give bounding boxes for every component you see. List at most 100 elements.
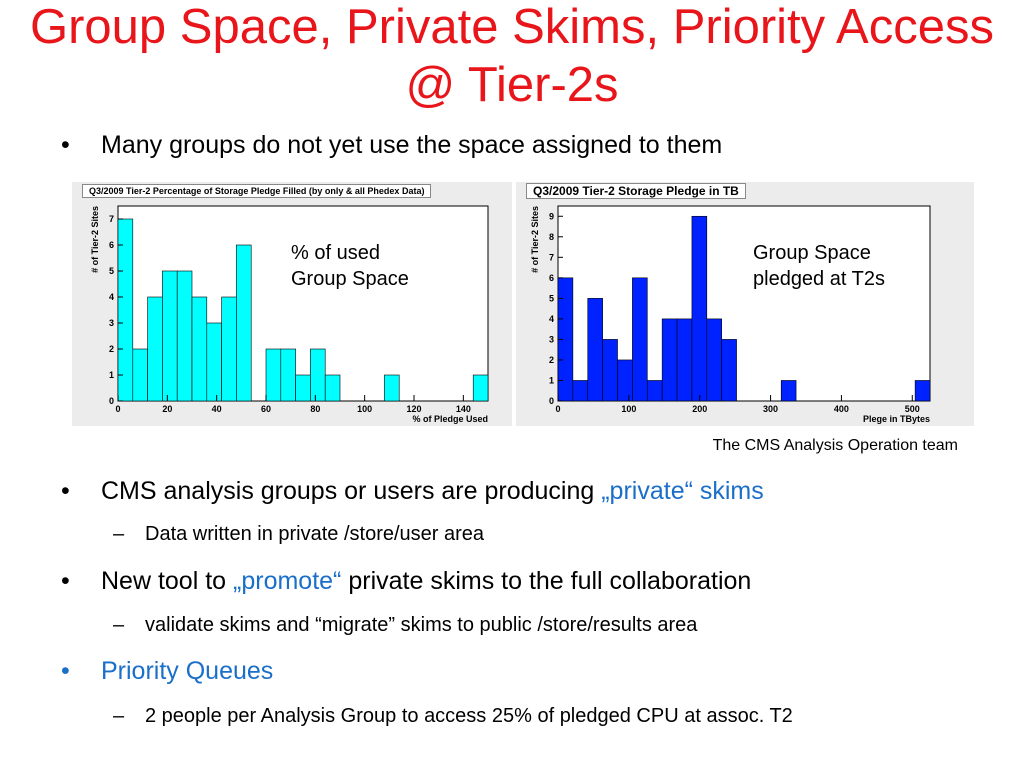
y-tick-label: 4 — [549, 314, 554, 324]
bullet-text: Priority Queues — [101, 657, 274, 685]
histogram-bar — [280, 348, 296, 402]
bullet-private-skims: • CMS analysis groups or users are produ… — [61, 476, 764, 506]
histogram-bar — [265, 348, 282, 402]
x-tick-label: 100 — [621, 404, 636, 414]
y-tick-label: 7 — [549, 252, 554, 262]
x-tick-label: 140 — [456, 404, 471, 414]
histogram-bar — [162, 270, 178, 402]
histogram-bar — [572, 380, 589, 402]
histogram-bar — [221, 296, 237, 402]
histogram-bar — [646, 380, 663, 402]
histogram-bar — [191, 296, 208, 402]
histogram-bar — [310, 348, 326, 402]
annotation-line: Group Space — [753, 242, 871, 264]
x-axis-label: % of Pledge Used — [412, 414, 488, 424]
x-tick-label: 100 — [357, 404, 372, 414]
x-tick-label: 120 — [406, 404, 421, 414]
bullet-text: New tool to — [101, 567, 234, 595]
sub-bullet-data-written: – Data written in private /store/user ar… — [113, 522, 485, 546]
histogram-bar — [132, 348, 148, 402]
histogram-bar — [147, 296, 163, 402]
highlight-private-skims: „private“ skims — [601, 477, 764, 505]
annotation-used-group-space: % of used Group Space — [291, 240, 409, 292]
histogram-bar — [661, 318, 678, 402]
chart-panel-storage-pledge: Q3/2009 Tier-2 Storage Pledge in TB 0 1 2 3… — [516, 182, 974, 426]
histogram-bar — [384, 374, 400, 402]
sub-bullet-text: validate skims and “migrate” skims to pu… — [145, 614, 698, 636]
y-axis-label: # of Tier-2 Sites — [530, 206, 540, 273]
x-tick-label: 200 — [692, 404, 707, 414]
bullet-many-groups: • Many groups do not yet use the space a… — [61, 130, 723, 160]
y-tick-label: 5 — [549, 293, 554, 303]
credit-text: The CMS Analysis Operation team — [712, 437, 958, 454]
x-tick-label: 40 — [212, 404, 222, 414]
highlight-promote: „promote“ — [233, 567, 342, 595]
histogram-bar — [117, 218, 134, 402]
histogram-bar — [617, 359, 633, 402]
y-tick-label: 8 — [549, 232, 554, 242]
annotation-group-space-pledged: Group Space pledged at T2s — [753, 240, 885, 292]
histogram-bar — [721, 339, 737, 402]
x-tick-label: 80 — [310, 404, 320, 414]
histogram-bar — [602, 339, 618, 402]
sub-bullet-text: Data written in private /store/user area — [145, 523, 485, 545]
bullet-dot: • — [61, 131, 70, 159]
y-tick-label: 1 — [549, 375, 554, 385]
x-tick-label: 0 — [115, 404, 120, 414]
x-tick-label: 300 — [763, 404, 778, 414]
sub-bullet-text: 2 people per Analysis Group to access 25… — [145, 705, 793, 727]
histogram-bar — [176, 270, 193, 402]
sub-bullet-dash: – — [113, 523, 125, 545]
histogram-bar — [295, 374, 311, 402]
x-tick-label: 400 — [834, 404, 849, 414]
y-tick-label: 6 — [549, 273, 554, 283]
x-tick-label: 0 — [555, 404, 560, 414]
sub-bullet-dash: – — [113, 705, 125, 727]
histogram-bar — [914, 380, 931, 402]
bullet-dot: • — [61, 657, 70, 685]
y-tick-label: 9 — [549, 211, 554, 221]
chart-title: Q3/2009 Tier-2 Percentage of Storage Ple… — [82, 184, 432, 198]
x-tick-label: 500 — [905, 404, 920, 414]
y-tick-label: 6 — [109, 240, 114, 250]
bullet-text: private skims to the full collaboration — [341, 567, 752, 595]
y-tick-label: 2 — [109, 344, 114, 354]
histogram-bar — [206, 322, 222, 402]
sub-bullet-two-people: – 2 people per Analysis Group to access … — [113, 704, 793, 728]
y-tick-label: 3 — [109, 318, 114, 328]
histogram-bar — [324, 374, 341, 402]
y-tick-label: 3 — [549, 334, 554, 344]
y-tick-label: 1 — [109, 370, 114, 380]
histogram-bar — [587, 298, 603, 402]
bullet-dot: • — [61, 567, 70, 595]
annotation-line: Group Space — [291, 268, 409, 290]
histogram-bar — [236, 244, 252, 402]
slide-title: Group Space, Private Skims, Priority Acc… — [30, 0, 994, 112]
annotation-line: % of used — [291, 242, 380, 264]
x-tick-label: 20 — [162, 404, 172, 414]
sub-bullet-dash: – — [113, 614, 125, 636]
y-tick-label: 4 — [109, 292, 114, 302]
histogram-bar — [780, 380, 797, 402]
histogram-bar — [676, 318, 693, 402]
x-axis-label: Plege in TBytes — [863, 414, 930, 424]
y-tick-label: 7 — [109, 214, 114, 224]
bullet-text: Many groups do not yet use the space ass… — [101, 131, 723, 159]
bullet-priority-queues: • Priority Queues — [61, 656, 274, 686]
y-tick-label: 0 — [109, 396, 114, 406]
chart-title: Q3/2009 Tier-2 Storage Pledge in TB — [526, 183, 746, 199]
histogram-bar — [472, 374, 489, 402]
y-axis-label: # of Tier-2 Sites — [90, 206, 100, 273]
chart-panel-pledge-filled: Q3/2009 Tier-2 Percentage of Storage Ple… — [72, 182, 512, 426]
histogram-pledge-filled: 0 1 2 3 4 5 6 7 0 20 40 60 80 100 120 140% of Pledge Us… — [90, 205, 489, 424]
x-tick-label: 60 — [261, 404, 271, 414]
bullet-text: CMS analysis groups or users are produci… — [101, 477, 602, 505]
histogram-bar — [632, 277, 648, 402]
bullet-dot: • — [61, 477, 70, 505]
bullet-promote-tool: • New tool to „promote“ private skims to… — [61, 566, 752, 596]
histogram-bar — [691, 215, 708, 402]
sub-bullet-validate: – validate skims and “migrate” skims to … — [113, 613, 698, 637]
annotation-line: pledged at T2s — [753, 268, 885, 290]
histogram-bar — [706, 318, 722, 402]
